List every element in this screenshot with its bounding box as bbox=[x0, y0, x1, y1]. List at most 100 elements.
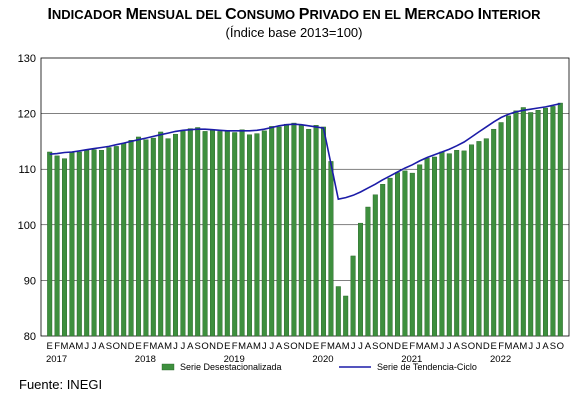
bar-series bbox=[47, 102, 563, 337]
y-tick-label: 110 bbox=[18, 164, 36, 176]
bar bbox=[535, 110, 541, 337]
bar bbox=[395, 172, 400, 337]
y-tick-label: 100 bbox=[18, 220, 36, 232]
bar bbox=[121, 143, 127, 337]
bar bbox=[372, 194, 378, 337]
bar bbox=[358, 222, 363, 337]
x-month-label: F bbox=[143, 341, 149, 352]
bar bbox=[328, 161, 334, 337]
x-month-label: E bbox=[47, 341, 53, 352]
x-month-label: E bbox=[402, 341, 408, 352]
bar bbox=[432, 156, 437, 337]
x-month-label: J bbox=[92, 341, 97, 352]
x-month-label: M bbox=[75, 341, 83, 352]
x-month-label: M bbox=[416, 341, 424, 352]
bar bbox=[99, 150, 104, 337]
x-month-label: J bbox=[528, 341, 533, 352]
bar bbox=[446, 153, 452, 337]
legend-swatch-bars bbox=[161, 363, 175, 371]
x-month-label: N bbox=[475, 341, 482, 352]
title-part: C bbox=[225, 6, 237, 23]
x-month-label: D bbox=[483, 341, 490, 352]
bar bbox=[454, 150, 460, 337]
x-month-label: M bbox=[505, 341, 513, 352]
bar bbox=[557, 102, 563, 337]
x-month-label: J bbox=[181, 341, 186, 352]
title-part: NTERIOR bbox=[482, 7, 541, 22]
bar bbox=[143, 139, 149, 337]
bar bbox=[506, 115, 511, 337]
x-month-label: F bbox=[321, 341, 327, 352]
x-month-label: S bbox=[106, 341, 112, 352]
x-month-label: O bbox=[468, 341, 475, 352]
bar bbox=[321, 126, 326, 337]
x-month-label: M bbox=[342, 341, 350, 352]
x-month-label: M bbox=[431, 341, 439, 352]
bar bbox=[528, 112, 534, 337]
x-month-label: D bbox=[216, 341, 223, 352]
bar bbox=[173, 133, 178, 337]
title-part: ONSUMO bbox=[236, 7, 299, 22]
title-part: ERCADO bbox=[417, 7, 478, 22]
trend-line bbox=[49, 102, 561, 201]
x-month-label: A bbox=[187, 341, 194, 352]
x-month-label: N bbox=[209, 341, 216, 352]
title-part: I bbox=[47, 6, 52, 23]
bar bbox=[520, 107, 526, 337]
bar bbox=[306, 128, 312, 337]
bar bbox=[498, 122, 504, 337]
y-tick-label: 120 bbox=[18, 109, 36, 121]
x-month-label: M bbox=[327, 341, 335, 352]
title-part: NDICADOR bbox=[51, 7, 126, 22]
x-month-label: O bbox=[379, 341, 386, 352]
x-month-label: E bbox=[491, 341, 497, 352]
x-month-label: A bbox=[69, 341, 76, 352]
x-month-label: A bbox=[424, 341, 431, 352]
bar bbox=[62, 158, 67, 337]
x-month-label: E bbox=[135, 341, 141, 352]
bar bbox=[158, 131, 164, 337]
title-part: I bbox=[477, 6, 483, 23]
bar bbox=[202, 131, 208, 337]
x-month-label: S bbox=[550, 341, 556, 352]
bar bbox=[284, 123, 289, 337]
legend-label-trend: Serie de Tendencia-Ciclo bbox=[377, 362, 477, 372]
bar bbox=[483, 138, 489, 337]
x-month-label: O bbox=[113, 341, 120, 352]
bar bbox=[476, 141, 482, 337]
title-part: M bbox=[125, 6, 139, 23]
bar bbox=[343, 295, 349, 337]
title-part: RIVADO EN EL bbox=[309, 7, 405, 22]
x-year-label: 2020 bbox=[312, 354, 333, 365]
bar bbox=[550, 106, 556, 337]
x-month-label: J bbox=[536, 341, 541, 352]
bar bbox=[187, 128, 193, 337]
x-month-label: O bbox=[557, 341, 564, 352]
bar bbox=[261, 130, 267, 337]
legend-label-bars: Serie Desestacionalizada bbox=[180, 362, 282, 372]
y-tick-label: 130 bbox=[18, 53, 36, 65]
x-year-label: 2017 bbox=[46, 354, 67, 365]
bar bbox=[439, 151, 445, 337]
bar bbox=[76, 151, 82, 337]
bar bbox=[150, 137, 156, 337]
bar bbox=[165, 138, 171, 337]
x-month-label: O bbox=[290, 341, 297, 352]
x-month-label: E bbox=[313, 341, 319, 352]
bar bbox=[247, 134, 252, 337]
bar bbox=[54, 155, 60, 337]
x-month-label: A bbox=[246, 341, 253, 352]
x-month-label: J bbox=[269, 341, 274, 352]
x-month-label: J bbox=[262, 341, 267, 352]
bar bbox=[513, 110, 519, 337]
x-month-label: J bbox=[351, 341, 356, 352]
x-month-label: M bbox=[238, 341, 246, 352]
bar bbox=[128, 140, 134, 337]
x-month-label: N bbox=[120, 341, 127, 352]
x-month-label: J bbox=[84, 341, 89, 352]
legend: Serie Desestacionalizada Serie de Tendenc… bbox=[161, 362, 477, 372]
x-month-label: M bbox=[519, 341, 527, 352]
x-month-label: J bbox=[173, 341, 178, 352]
title-part: ENSUAL DEL bbox=[138, 7, 226, 22]
